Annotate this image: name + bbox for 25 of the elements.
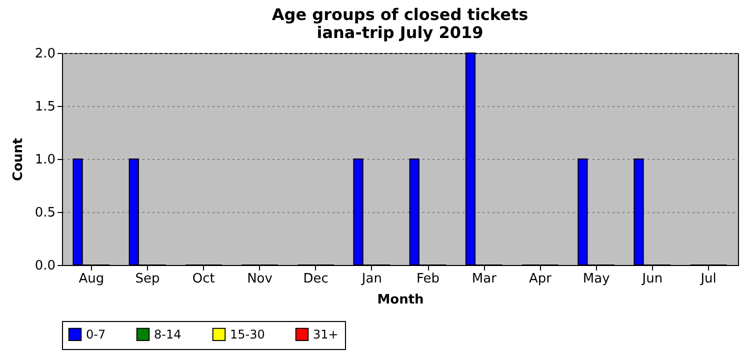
y-tick-label: 1.5 xyxy=(34,100,56,114)
legend-label: 0-7 xyxy=(86,327,106,342)
legend-label: 15-30 xyxy=(230,327,265,342)
legend-label: 8-14 xyxy=(154,327,182,342)
y-tick-label: 1.0 xyxy=(34,152,56,168)
x-axis-title: Month xyxy=(377,292,424,308)
x-tick-label: Dec xyxy=(303,272,328,286)
x-tick-label: Jun xyxy=(641,272,663,286)
y-tick-label: 0.0 xyxy=(34,258,56,274)
chart-title: Age groups of closed tickets xyxy=(272,5,528,24)
x-tick-label: Feb xyxy=(416,272,440,286)
chart-subtitle: iana-trip July 2019 xyxy=(316,23,484,42)
legend-label: 31+ xyxy=(313,327,338,342)
x-tick-label: Nov xyxy=(247,272,273,286)
x-tick-label: Jul xyxy=(700,272,716,286)
x-tick-label: Jan xyxy=(360,272,382,286)
x-tick-label: Sep xyxy=(135,272,160,286)
x-tick-label: Oct xyxy=(192,272,215,286)
y-axis-title: Count xyxy=(10,138,26,182)
x-tick-label: May xyxy=(582,272,610,286)
x-tick-label: Apr xyxy=(529,272,552,286)
x-tick-label: Aug xyxy=(78,272,104,286)
y-tick-label: 2.0 xyxy=(34,46,56,62)
y-tick-label: 0.5 xyxy=(34,206,56,220)
x-tick-label: Mar xyxy=(472,272,498,286)
